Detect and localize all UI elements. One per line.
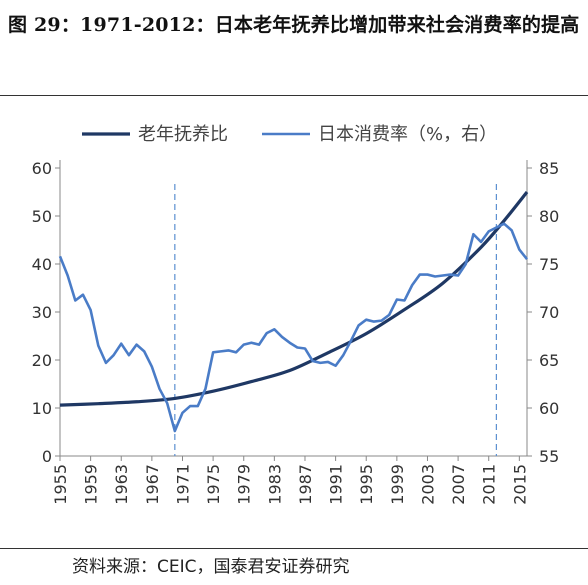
- chart: 老年抚养比 日本消费率（%，右） 0 10 20 30 40 50 60 55 60 65 70 75 8…: [32, 124, 560, 505]
- series-line-consumption-rate: [58, 222, 529, 433]
- axes: 0 10 20 30 40 50 60 55 60 65 70 75 80 85 1955 1959 1963 1…: [32, 159, 560, 505]
- legend: 老年抚养比 日本消费率（%，右）: [82, 124, 497, 145]
- y-left-tick-label: 50: [32, 207, 52, 226]
- x-tick-label: 1991: [327, 464, 346, 505]
- x-tick-label: 1967: [143, 464, 162, 505]
- bottom-divider: [0, 548, 588, 549]
- x-tick-label: 1975: [204, 464, 223, 505]
- series-line-dependency-ratio: [59, 191, 529, 407]
- x-tick-label: 1971: [173, 464, 192, 505]
- x-tick-label: 1999: [388, 464, 407, 505]
- x-tick-label: 2007: [449, 464, 468, 505]
- y-left-tick-label: 60: [32, 159, 52, 178]
- y-left-tick-label: 10: [32, 399, 52, 418]
- reference-lines: [174, 184, 497, 456]
- top-divider: [0, 95, 588, 96]
- y-left-tick-label: 40: [32, 255, 52, 274]
- x-tick-label: 2003: [418, 464, 437, 505]
- y-right-tick-label: 55: [539, 447, 559, 466]
- y-right-tick-label: 70: [539, 303, 559, 322]
- x-tick-label: 1983: [265, 464, 284, 505]
- x-tick-label: 2015: [510, 464, 529, 505]
- x-tick-label: 1963: [112, 464, 131, 505]
- y-left-tick-label: 0: [42, 447, 52, 466]
- y-right-tick-label: 85: [539, 159, 559, 178]
- y-right-tick-label: 75: [539, 255, 559, 274]
- x-tick-label: 1955: [51, 464, 70, 505]
- y-right-tick-label: 60: [539, 399, 559, 418]
- y-left-tick-label: 20: [32, 351, 52, 370]
- x-tick-label: 2011: [480, 464, 499, 505]
- figure-title: 图 29：1971-2012：日本老年抚养比增加带来社会消费率的提高: [8, 14, 580, 36]
- legend-item-consumption-rate-label: 日本消费率（%，右）: [318, 124, 497, 145]
- source-note: 资料来源：CEIC，国泰君安证券研究: [72, 557, 350, 577]
- legend-item-dependency-ratio-label: 老年抚养比: [138, 124, 228, 145]
- x-tick-label: 1987: [296, 464, 315, 505]
- x-tick-label: 1995: [357, 464, 376, 505]
- plot-area: [58, 191, 529, 433]
- y-right-tick-label: 80: [539, 207, 559, 226]
- x-tick-label: 1979: [235, 464, 254, 505]
- y-right-tick-label: 65: [539, 351, 559, 370]
- x-tick-label: 1959: [82, 464, 101, 505]
- y-left-tick-label: 30: [32, 303, 52, 322]
